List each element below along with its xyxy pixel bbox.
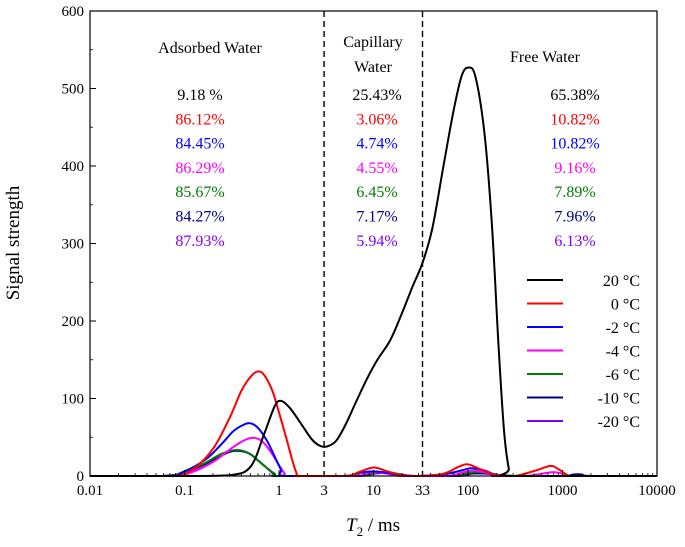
x-tick-label: 3 — [320, 483, 328, 499]
percentage-label-capillary: 3.06% — [356, 111, 397, 128]
x-tick-label: 1 — [275, 483, 283, 499]
y-tick-label: 600 — [62, 4, 85, 20]
percentage-label-adsorbed: 85.67% — [175, 184, 224, 201]
percentage-label-adsorbed: 86.12% — [175, 111, 224, 128]
y-tick-label: 0 — [77, 469, 85, 485]
legend-label: -10 °C — [598, 391, 640, 408]
percentage-label-free: 9.16% — [554, 160, 595, 177]
series-line — [89, 370, 657, 478]
legend-entry: -4 °C — [527, 344, 640, 361]
percentage-label-adsorbed: 84.45% — [175, 136, 224, 153]
percentage-label-adsorbed: 84.27% — [175, 209, 224, 226]
legend-entry: -2 °C — [527, 320, 640, 337]
region-label: Adsorbed Water — [158, 40, 262, 57]
percentage-label-free: 10.82% — [550, 136, 599, 153]
x-tick-label: 100 — [457, 483, 480, 499]
legend-label: -2 °C — [606, 320, 640, 337]
legend-entry: 20 °C — [527, 273, 640, 290]
region-label: Capillary — [343, 34, 403, 51]
boundary-lines — [323, 11, 424, 476]
legend-entry: -10 °C — [527, 391, 640, 408]
legend-entry: 0 °C — [527, 297, 640, 314]
percentage-label-capillary: 4.55% — [356, 160, 397, 177]
curves — [89, 66, 657, 478]
region-labels: Adsorbed Water Capillary Water Free Water 9.… — [158, 34, 600, 250]
y-tick-label: 200 — [62, 314, 85, 330]
percentage-label-adsorbed: 86.29% — [175, 160, 224, 177]
x-tick-label: 0.1 — [175, 483, 194, 499]
axis-ticks: 0.01 0.1 1 3 10 33 100 1000 10000 0 100 200 300 400 50… — [62, 4, 676, 499]
legend-entry: -6 °C — [527, 367, 640, 384]
legend-label: 0 °C — [611, 297, 640, 314]
series-line — [89, 66, 657, 478]
percentage-label-capillary: 4.74% — [356, 136, 397, 153]
percentage-label-free: 7.89% — [554, 184, 595, 201]
y-tick-label: 100 — [62, 392, 85, 408]
legend-label: -4 °C — [606, 344, 640, 361]
legend-entry: -20 °C — [527, 414, 640, 431]
region-label: Water — [354, 59, 392, 76]
y-tick-label: 500 — [62, 82, 85, 98]
y-tick-label: 400 — [62, 159, 85, 175]
x-tick-label: 1000 — [548, 483, 578, 499]
legend: 20 °C 0 °C -2 °C -4 °C -6 °C -10 °C -20 °C — [527, 273, 640, 431]
legend-label: 20 °C — [603, 273, 640, 290]
percentage-label-capillary: 5.94% — [356, 233, 397, 250]
x-tick-label: 33 — [415, 483, 430, 499]
x-tick-label: 10000 — [638, 483, 676, 499]
legend-label: -20 °C — [598, 414, 640, 431]
percentage-label-capillary: 7.17% — [356, 209, 397, 226]
percentage-label-adsorbed: 9.18 % — [177, 87, 222, 104]
percentage-label-capillary: 6.45% — [356, 184, 397, 201]
x-tick-label: 10 — [366, 483, 381, 499]
legend-label: -6 °C — [606, 367, 640, 384]
y-tick-label: 300 — [62, 237, 85, 253]
percentage-label-adsorbed: 87.93% — [175, 233, 224, 250]
percentage-label-free: 10.82% — [550, 111, 599, 128]
x-axis-label: T2 / ms — [346, 515, 400, 539]
y-axis-label: Signal strength — [3, 185, 24, 300]
x-tick-label: 0.01 — [77, 483, 103, 499]
percentage-label-free: 65.38% — [550, 87, 599, 104]
percentage-label-free: 7.96% — [554, 209, 595, 226]
percentage-label-free: 6.13% — [554, 233, 595, 250]
percentage-label-capillary: 25.43% — [352, 87, 401, 104]
region-label: Free Water — [510, 49, 581, 66]
